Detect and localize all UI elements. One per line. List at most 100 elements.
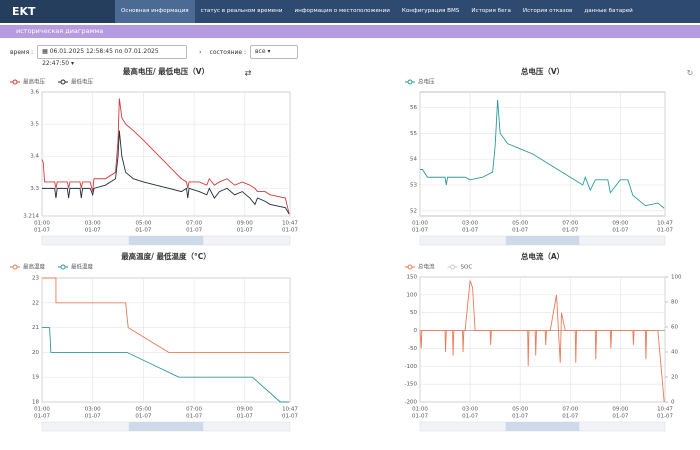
x-tick-date: 01-07: [512, 228, 528, 234]
x-tick-label: 03:00: [85, 221, 101, 227]
legend-label: SOC: [461, 265, 473, 271]
nav-item[interactable]: История отказов: [522, 8, 573, 14]
y2-tick-label: 100: [671, 275, 682, 281]
x-tick-date: 01-07: [237, 414, 253, 420]
x-tick-label: 05:00: [135, 407, 151, 413]
x-tick-label: 09:00: [612, 407, 628, 413]
legend-dot: [60, 264, 66, 270]
x-tick-date: 01-07: [282, 228, 298, 234]
x-tick-date: 01-07: [512, 414, 528, 420]
nav-item[interactable]: данные батарей: [584, 8, 633, 14]
x-tick-label: 05:00: [512, 407, 528, 413]
series-line: [42, 327, 290, 403]
y-tick-label: 55: [410, 131, 417, 137]
x-tick-label: 01:00: [412, 407, 428, 413]
x-tick-date: 01-07: [657, 228, 673, 234]
y-tick-label: 3.3: [30, 186, 39, 192]
nav-item[interactable]: Основная информация: [115, 0, 195, 23]
brand: EKT: [0, 0, 115, 23]
plot-frame: [41, 277, 291, 403]
x-tick-label: 03:00: [462, 221, 478, 227]
x-tick-label: 01:00: [34, 221, 50, 227]
series-line: [42, 277, 290, 353]
y-tick-label: 100: [407, 292, 418, 298]
zoom-window: [128, 422, 204, 431]
panel-title: историческая диаграмма: [16, 27, 104, 35]
y-tick-label: 18: [32, 400, 39, 406]
plot-frame: [419, 91, 666, 217]
x-tick-label: 10:47: [282, 221, 298, 227]
refresh-icon: ↻: [687, 69, 694, 78]
y2-tick-label: 80: [671, 300, 678, 306]
chart-title: 最高电压/ 最低电压（V）: [123, 66, 209, 76]
x-tick-date: 01-07: [612, 414, 628, 420]
legend-label: 总电流: [418, 263, 435, 271]
legend-label: 最高温度: [23, 263, 46, 271]
panel-header: историческая диаграмма: [0, 25, 700, 38]
nav-item[interactable]: История бега: [471, 8, 511, 14]
nav-item[interactable]: информация о местоположении: [294, 8, 390, 14]
y2-tick-label: 60: [671, 325, 678, 331]
x-tick-label: 03:00: [85, 407, 101, 413]
nav-item[interactable]: Конфигурация BMS: [401, 8, 460, 14]
x-tick-label: 09:00: [237, 221, 253, 227]
legend-label: 最高电压: [23, 78, 46, 86]
y2-tick-label: 0: [671, 400, 675, 406]
x-tick-date: 01-07: [412, 228, 428, 234]
y-tick-label: 54: [410, 157, 417, 163]
y-tick-label: 3.5: [30, 122, 39, 128]
y-tick-label: 3.4: [30, 154, 39, 160]
x-tick-date: 01-07: [237, 228, 253, 234]
x-tick-date: 01-07: [612, 228, 628, 234]
next-arrow[interactable]: ›: [199, 48, 202, 56]
chart-title: 总电流（A）: [521, 251, 564, 261]
x-tick-date: 01-07: [135, 228, 151, 234]
x-tick-label: 07:00: [562, 407, 578, 413]
series-line: [420, 99, 665, 209]
state-value: все: [255, 48, 266, 55]
series-line: [419, 280, 665, 403]
y-tick-label: 19: [32, 375, 39, 381]
state-select[interactable]: все ▾: [250, 45, 299, 59]
x-tick-label: 05:00: [512, 221, 528, 227]
x-tick-date: 01-07: [34, 228, 50, 234]
x-tick-label: 01:00: [412, 221, 428, 227]
x-tick-label: 01:00: [34, 407, 50, 413]
x-tick-label: 10:47: [657, 221, 673, 227]
y-tick-label: 50: [410, 310, 417, 316]
y-tick-label: 21: [32, 325, 39, 331]
time-range: 06.01.2025 12:58:45 по 07.01.2025 22:47:…: [42, 48, 159, 67]
chart-title: 最高温度/ 最低温度（°C）: [121, 251, 211, 261]
y-tick-label: 20: [32, 350, 39, 356]
y-tick-label: 0: [414, 328, 418, 334]
x-tick-date: 01-07: [34, 414, 50, 420]
zoom-window: [505, 422, 580, 431]
legend-dot: [12, 79, 18, 85]
y-tick-label: -200: [405, 400, 418, 406]
legend-dot: [407, 264, 413, 270]
x-tick-label: 03:00: [462, 407, 478, 413]
x-tick-date: 01-07: [657, 414, 673, 420]
plot-frame: [419, 276, 666, 403]
y-tick-label: -50: [408, 346, 417, 352]
x-tick-date: 01-07: [85, 228, 101, 234]
y-tick-label: 52: [410, 208, 417, 214]
x-tick-label: 10:47: [282, 407, 298, 413]
y-tick-label: 22: [32, 300, 39, 306]
x-tick-date: 01-07: [562, 228, 578, 234]
x-tick-label: 07:00: [186, 221, 202, 227]
y-tick-label: 56: [410, 105, 417, 111]
y2-tick-label: 20: [671, 375, 678, 381]
legend-label: 总电压: [418, 78, 435, 86]
legend-dot: [60, 79, 66, 85]
y-tick-label: 3.214: [23, 214, 39, 220]
nav-bar: EKT Основная информация статус в реальном…: [0, 0, 700, 23]
y-tick-label: 3.6: [30, 90, 39, 96]
legend-dot: [407, 79, 413, 85]
time-label: время :: [10, 48, 34, 56]
nav-item[interactable]: статус в реальном времени: [200, 8, 283, 14]
y-tick-label: 53: [410, 183, 417, 189]
time-range-picker[interactable]: ▦ 06.01.2025 12:58:45 по 07.01.2025 22:4…: [37, 45, 188, 67]
legend-label: 最低电压: [71, 78, 94, 86]
